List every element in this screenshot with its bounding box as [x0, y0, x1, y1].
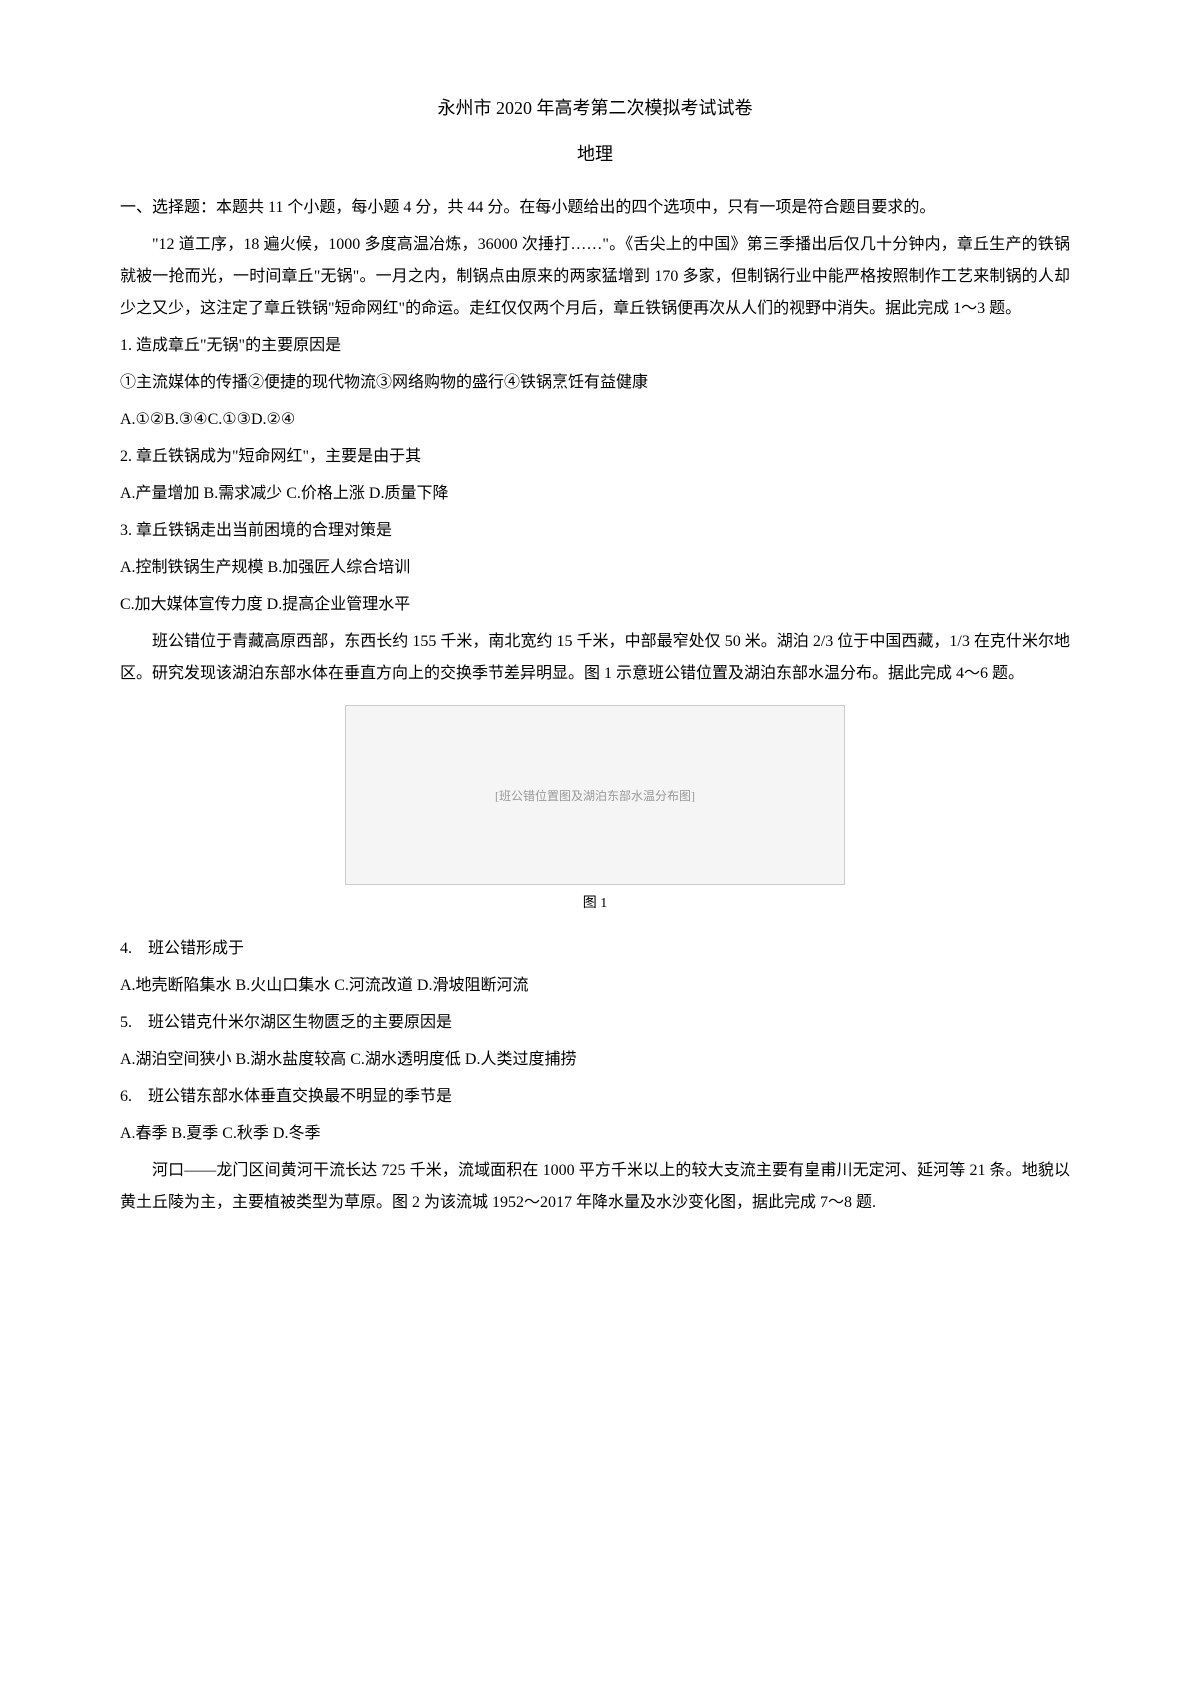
section-heading: 一、选择题：本题共 11 个小题，每小题 4 分，共 44 分。在每小题给出的四… — [120, 192, 1070, 224]
question-4-options: A.地壳断陷集水 B.火山口集水 C.河流改道 D.滑坡阻断河流 — [120, 970, 1070, 1002]
question-3-stem: 3. 章丘铁锅走出当前困境的合理对策是 — [120, 515, 1070, 547]
question-3-options-line1: A.控制铁锅生产规模 B.加强匠人综合培训 — [120, 552, 1070, 584]
question-4-stem: 4. 班公错形成于 — [120, 933, 1070, 965]
figure-1-container: [班公错位置图及湖泊东部水温分布图] 图 1 — [120, 705, 1070, 918]
question-5-options: A.湖泊空间狭小 B.湖水盐度较高 C.湖水透明度低 D.人类过度捕捞 — [120, 1044, 1070, 1076]
passage-2: 班公错位于青藏高原西部，东西长约 155 千米，南北宽约 15 千米，中部最窄处… — [120, 626, 1070, 690]
question-1-stem: 1. 造成章丘"无锅"的主要原因是 — [120, 330, 1070, 362]
exam-title: 永州市 2020 年高考第二次模拟考试试卷 — [120, 90, 1070, 126]
question-2-stem: 2. 章丘铁锅成为"短命网红"，主要是由于其 — [120, 441, 1070, 473]
figure-1-image: [班公错位置图及湖泊东部水温分布图] — [345, 705, 845, 885]
passage-1: "12 道工序，18 遍火候，1000 多度高温冶炼，36000 次捶打……"。… — [120, 229, 1070, 325]
question-3-options-line2: C.加大媒体宣传力度 D.提高企业管理水平 — [120, 589, 1070, 621]
question-5-stem: 5. 班公错克什米尔湖区生物匮乏的主要原因是 — [120, 1007, 1070, 1039]
question-1-options: A.①②B.③④C.①③D.②④ — [120, 404, 1070, 436]
question-6-options: A.春季 B.夏季 C.秋季 D.冬季 — [120, 1118, 1070, 1150]
question-1-sub: ①主流媒体的传播②便捷的现代物流③网络购物的盛行④铁锅烹饪有益健康 — [120, 367, 1070, 399]
question-2-options: A.产量增加 B.需求减少 C.价格上涨 D.质量下降 — [120, 478, 1070, 510]
question-6-stem: 6. 班公错东部水体垂直交换最不明显的季节是 — [120, 1081, 1070, 1113]
passage-3: 河口——龙门区间黄河干流长达 725 千米，流域面积在 1000 平方千米以上的… — [120, 1155, 1070, 1219]
figure-1-caption: 图 1 — [120, 890, 1070, 918]
exam-subject: 地理 — [120, 136, 1070, 172]
